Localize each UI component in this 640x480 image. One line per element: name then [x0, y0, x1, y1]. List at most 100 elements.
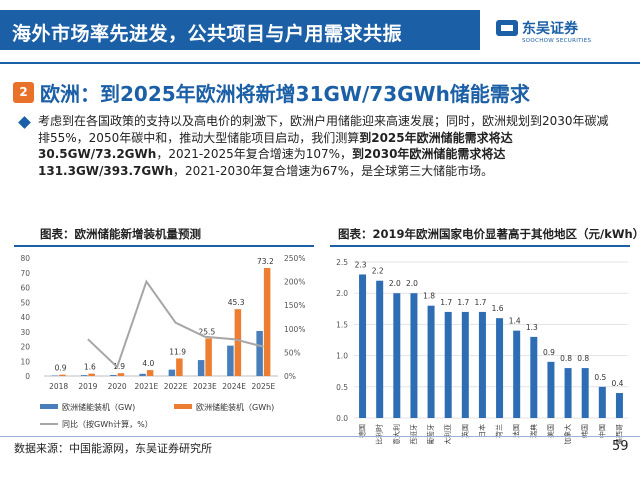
country-label: 法国 [512, 424, 521, 438]
x-tick-label: 2025E [251, 382, 275, 391]
right-chart: 0.0 0.5 1.0 1.5 2.0 2.5 2.3 德国 2.2 比利时 2.0 意大利 2.0 西班… [336, 258, 628, 444]
country-label: 荷兰 [495, 424, 504, 438]
country-label: 墨西哥 [615, 424, 623, 444]
price-bar-label: 0.8 [577, 354, 589, 363]
price-bar [461, 311, 469, 418]
x-tick-label: 2021E [134, 382, 158, 391]
legend-swatch-gw [40, 404, 58, 409]
y-tick-label: 2.0 [336, 289, 348, 298]
bar-gwh [263, 268, 271, 376]
x-tick-label: 2024E [222, 382, 246, 391]
left-chart-title: 图表：欧洲储能新增装机量预测 [40, 227, 201, 241]
price-bar [615, 393, 623, 418]
country-label: 美国 [546, 424, 555, 438]
price-bar [581, 368, 589, 418]
country-label: 比利时 [375, 424, 384, 444]
left-y-tick: 40 [20, 313, 30, 322]
bar-gwh-label: 1.9 [113, 362, 125, 371]
bar-gwh [59, 374, 66, 376]
legend-label-gwh: 欧洲储能装机（GWh) [196, 402, 274, 412]
bar-gw [110, 374, 117, 376]
left-y-tick: 30 [20, 328, 30, 337]
price-bar-label: 1.8 [423, 292, 435, 301]
country-label: 英国 [460, 424, 469, 438]
page-number: 59 [612, 439, 629, 454]
bar-gwh [205, 338, 212, 376]
right-y-tick: 50% [284, 348, 301, 357]
footer-divider [0, 436, 640, 437]
y-tick-label: 0.5 [336, 383, 348, 392]
body-text-3: ，2021-2030年复合增速为67%，是全球第三大储能市场。 [173, 163, 494, 178]
bar-gwh-label: 0.9 [55, 364, 67, 373]
price-bar [444, 311, 452, 418]
legend-label-yoy: 同比（按GWh计算，%） [62, 419, 153, 429]
yoy-line [87, 279, 264, 369]
section-title: 欧洲：到2025年欧洲将新增31GW/73GWh储能需求 [40, 82, 530, 106]
price-bar [376, 280, 384, 418]
price-bar-label: 0.4 [611, 379, 623, 388]
bar-gw [227, 345, 234, 376]
bar-gw [197, 360, 205, 376]
right-y-tick: 0% [284, 372, 296, 381]
left-y-tick: 50 [20, 298, 30, 307]
x-tick-label: 2023E [193, 382, 217, 391]
x-tick-label: 2022E [164, 382, 188, 391]
right-y-tick: 200% [284, 278, 305, 287]
header-divider [0, 62, 640, 64]
price-bar-label: 0.8 [560, 354, 572, 363]
body-bold-2: 到2030年欧洲储能需求将达131.3GW/393.7GWh [38, 147, 506, 178]
body-paragraph: 考虑到在各国政策的支持以及高电价的刺激下，欧洲户用储能迎来高速发展；同时，欧洲规… [38, 113, 618, 179]
x-tick-label: 2019 [78, 382, 97, 391]
logo-name-en: SOOCHOW SECURITIES [522, 38, 592, 44]
brand-logo: 东吴证券 SOOCHOW SECURITIES [496, 18, 636, 52]
bar-gwh [88, 373, 95, 376]
bar-gw [80, 375, 88, 376]
right-chart-title-rule [330, 245, 630, 247]
title-bar: 海外市场率先进发，公共项目与户用需求共振 [0, 10, 480, 50]
price-bar [393, 293, 401, 418]
bar-gwh [234, 309, 242, 376]
x-tick-label: 2020 [108, 382, 127, 391]
bar-gwh-label: 1.6 [84, 363, 96, 372]
right-y-tick: 250% [284, 254, 305, 263]
country-label: 意大利 [392, 424, 401, 444]
price-bar [598, 386, 606, 418]
left-y-tick: 70 [20, 269, 30, 278]
right-y-tick: 150% [284, 301, 305, 310]
country-label: 韩国 [580, 424, 589, 438]
bar-gw [51, 375, 59, 376]
price-bar-label: 0.9 [543, 348, 555, 357]
section-number-badge: 2 [13, 82, 34, 103]
legend-swatch-gwh [174, 404, 192, 409]
body-text-1: 考虑到在各国政策的支持以及高电价的刺激下，欧洲户用储能迎来高速发展；同时，欧洲规… [38, 114, 609, 145]
logo-name-cn: 东吴证券 [522, 21, 578, 37]
price-bar [513, 330, 521, 418]
bar-gwh-label: 4.0 [142, 359, 154, 368]
y-tick-label: 1.5 [336, 320, 348, 329]
price-bar-label: 2.0 [406, 279, 418, 288]
bar-gwh-label: 11.9 [169, 347, 186, 356]
y-tick-label: 2.5 [336, 258, 348, 267]
country-label: 西班牙 [409, 424, 418, 444]
right-y-tick: 100% [284, 325, 305, 334]
price-bar [530, 336, 538, 418]
price-bar-label: 2.2 [372, 267, 384, 276]
bar-gwh [176, 358, 183, 376]
bar-gwh-label: 25.5 [199, 327, 216, 336]
bar-gwh [146, 370, 154, 376]
bar-gw [139, 373, 146, 376]
header: 海外市场率先进发，公共项目与户用需求共振 东吴证券 SOOCHOW SECURI… [0, 0, 640, 62]
left-y-tick: 0 [25, 372, 30, 381]
y-tick-label: 0.0 [336, 414, 348, 423]
price-bar-label: 2.3 [355, 260, 367, 269]
bullet-diamond-icon [18, 116, 31, 129]
left-y-tick: 10 [20, 357, 30, 366]
price-bar [359, 274, 367, 418]
price-bar [547, 361, 555, 418]
left-y-tick: 20 [20, 343, 30, 352]
left-y-tick: 80 [20, 254, 30, 263]
page-title: 海外市场率先进发，公共项目与户用需求共振 [12, 23, 403, 45]
price-bar [410, 293, 418, 418]
left-chart: 0 10 20 30 40 50 60 70 80 0% 50% 100% 150% 200% 250% 0.… [20, 254, 305, 429]
price-bar-label: 1.4 [509, 317, 521, 326]
